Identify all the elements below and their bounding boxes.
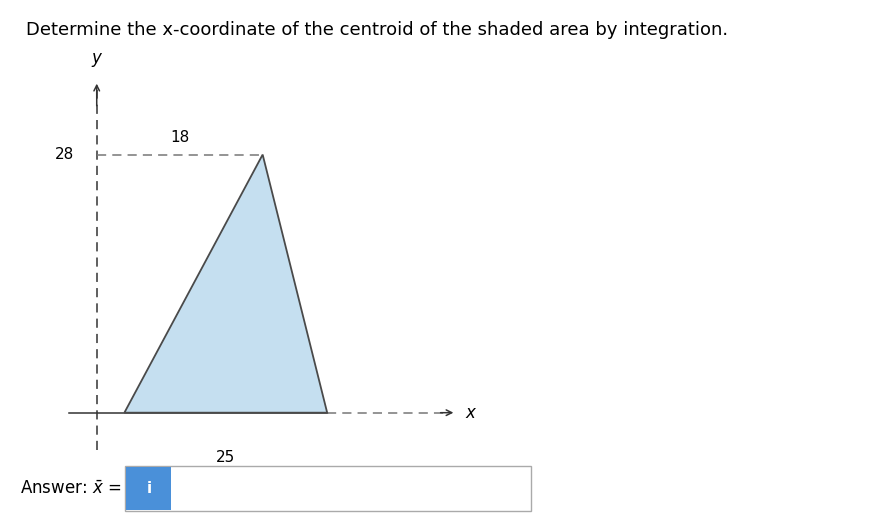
Text: 25: 25 [216, 450, 235, 464]
Text: Determine the x-coordinate of the centroid of the shaded area by integration.: Determine the x-coordinate of the centro… [26, 21, 729, 39]
FancyBboxPatch shape [126, 467, 171, 510]
Polygon shape [125, 154, 327, 413]
Text: i: i [146, 482, 152, 496]
Text: y: y [92, 49, 102, 67]
Text: Answer: $\bar{x}$ =: Answer: $\bar{x}$ = [20, 480, 122, 498]
Text: 18: 18 [170, 131, 189, 146]
FancyBboxPatch shape [125, 466, 531, 511]
Text: x: x [466, 404, 475, 422]
Text: 28: 28 [54, 147, 74, 162]
